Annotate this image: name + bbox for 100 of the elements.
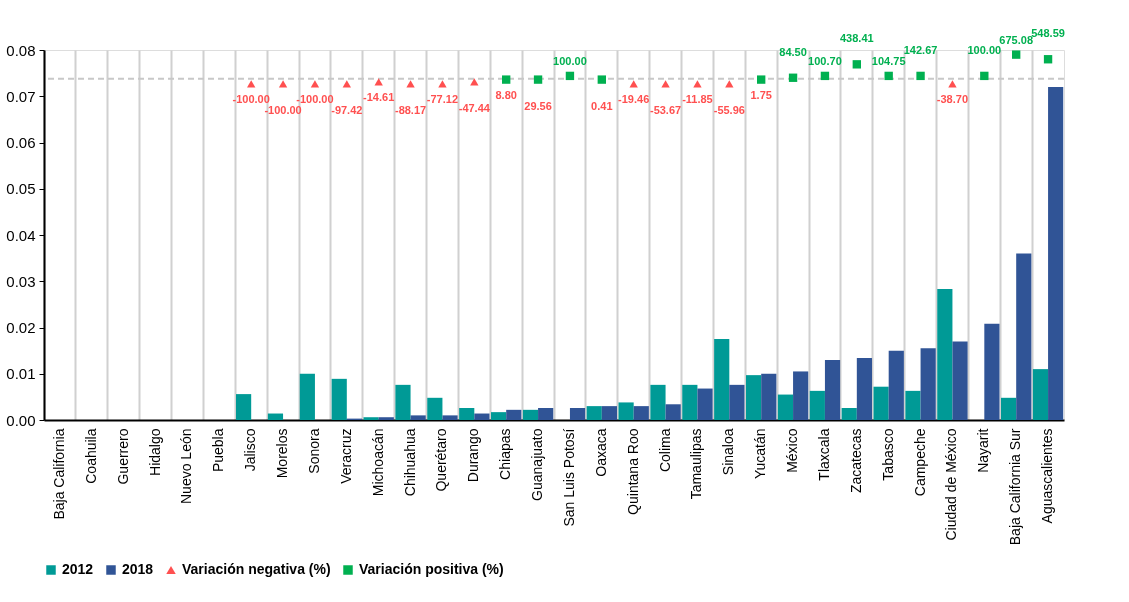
x-tick-label: Nayarit	[975, 428, 992, 473]
bar	[714, 339, 730, 420]
x-tick-label: Durango	[465, 428, 482, 483]
x-tick-label: México	[784, 428, 801, 473]
bar	[1032, 369, 1049, 420]
bar	[761, 373, 777, 420]
bar	[697, 388, 713, 420]
x-tick-label: Nuevo León	[178, 428, 195, 505]
x-tick-label: Hidalgo	[146, 428, 163, 476]
bar	[427, 397, 443, 420]
x-tick-label: Puebla	[210, 428, 227, 473]
bar	[1016, 253, 1032, 420]
bar	[665, 404, 681, 420]
x-tick-label: Colima	[656, 428, 673, 473]
y-tick-label: 0.03	[6, 272, 36, 290]
x-tick-label: Chihuahua	[401, 428, 418, 497]
annotation: 100.00	[967, 43, 1002, 56]
annotation: -88.17	[394, 103, 427, 116]
annotation: -55.96	[713, 103, 745, 116]
annotation: -19.46	[618, 92, 650, 105]
bar	[299, 373, 315, 420]
x-tick-label: Tlaxcala	[815, 428, 832, 481]
annotation: -47.44	[458, 101, 491, 114]
legend-label: Variación negativa (%)	[182, 561, 331, 577]
bar	[538, 407, 554, 420]
bar	[856, 358, 872, 420]
annotation: 438.41	[839, 32, 874, 45]
x-tick-label: Quintana Roo	[624, 428, 641, 515]
annotation: -100.00	[264, 103, 302, 116]
bar	[236, 394, 252, 420]
bar	[824, 359, 841, 420]
annotation: 0.41	[591, 99, 613, 112]
y-tick-label: 0.04	[6, 226, 36, 244]
x-tick-label: Ciudad de México	[943, 428, 960, 541]
x-tick-label: Oaxaca	[592, 428, 609, 477]
bar	[952, 341, 968, 420]
bar	[491, 412, 507, 420]
bar	[793, 371, 809, 420]
bar	[459, 407, 475, 420]
x-tick-label: Sonora	[305, 428, 322, 474]
y-tick-label: 0.01	[6, 365, 36, 383]
y-tick-label: 0.05	[6, 180, 36, 198]
bar	[1048, 87, 1064, 420]
x-tick-label: Aguascalientes	[1039, 428, 1056, 524]
y-tick-label: 0.02	[6, 319, 36, 336]
bar	[1001, 397, 1017, 420]
bar	[410, 415, 426, 420]
annotation: -53.67	[649, 103, 682, 116]
annotation: -100.00	[296, 92, 334, 105]
y-tick-label: 0.00	[6, 411, 36, 429]
x-tick-label: Guerrero	[114, 428, 131, 485]
x-tick-label: Tamaulipas	[688, 428, 705, 500]
bar	[984, 323, 1000, 420]
bar	[601, 406, 617, 420]
y-tick-label: 0.08	[6, 41, 36, 59]
x-tick-label: Baja California	[50, 428, 67, 520]
bar	[442, 415, 458, 420]
x-tick-label: Veracruz	[337, 428, 354, 484]
annotation: -97.42	[331, 103, 363, 116]
x-tick-label: Guanajuato	[529, 428, 546, 501]
annotation: -100.00	[232, 92, 270, 105]
x-tick-label: Yucatán	[752, 428, 769, 480]
annotation: 100.00	[553, 54, 587, 67]
annotation: 100.70	[808, 54, 842, 67]
bar	[729, 384, 745, 420]
y-tick-label: 0.07	[6, 87, 36, 105]
x-tick-label: Jalisco	[242, 428, 259, 472]
x-tick-label: Baja California Sur	[1007, 428, 1024, 546]
legend-label: 2018	[122, 561, 154, 577]
bar	[777, 394, 794, 420]
bar	[841, 407, 857, 420]
bar	[378, 417, 394, 420]
x-tick-label: Tabasco	[879, 428, 896, 481]
annotation: -38.70	[936, 92, 969, 105]
legend-label: 2012	[62, 561, 94, 577]
annotation: -14.61	[363, 90, 395, 103]
x-tick-label: Campeche	[911, 428, 928, 497]
annotation: -77.12	[426, 92, 459, 105]
bar	[873, 386, 889, 420]
bar	[920, 348, 936, 420]
x-tick-label: Morelos	[274, 428, 291, 479]
annotation: 8.80	[495, 88, 517, 101]
bar	[522, 409, 539, 420]
bar	[267, 413, 284, 420]
bar	[474, 413, 490, 420]
bar	[618, 402, 634, 420]
bar	[569, 407, 586, 420]
bar	[395, 384, 411, 420]
bar	[809, 390, 825, 420]
bar	[633, 406, 649, 420]
annotation: 104.75	[871, 54, 906, 67]
x-tick-label: Querétaro	[433, 428, 450, 492]
y-tick-label: 0.06	[6, 134, 36, 151]
x-tick-label: Sinaloa	[720, 428, 737, 476]
annotation: -11.85	[682, 92, 713, 105]
bar	[682, 384, 698, 420]
bar	[650, 384, 666, 420]
bar	[586, 406, 602, 420]
x-tick-label: San Luis Potosí	[560, 428, 577, 527]
bar	[331, 378, 347, 420]
